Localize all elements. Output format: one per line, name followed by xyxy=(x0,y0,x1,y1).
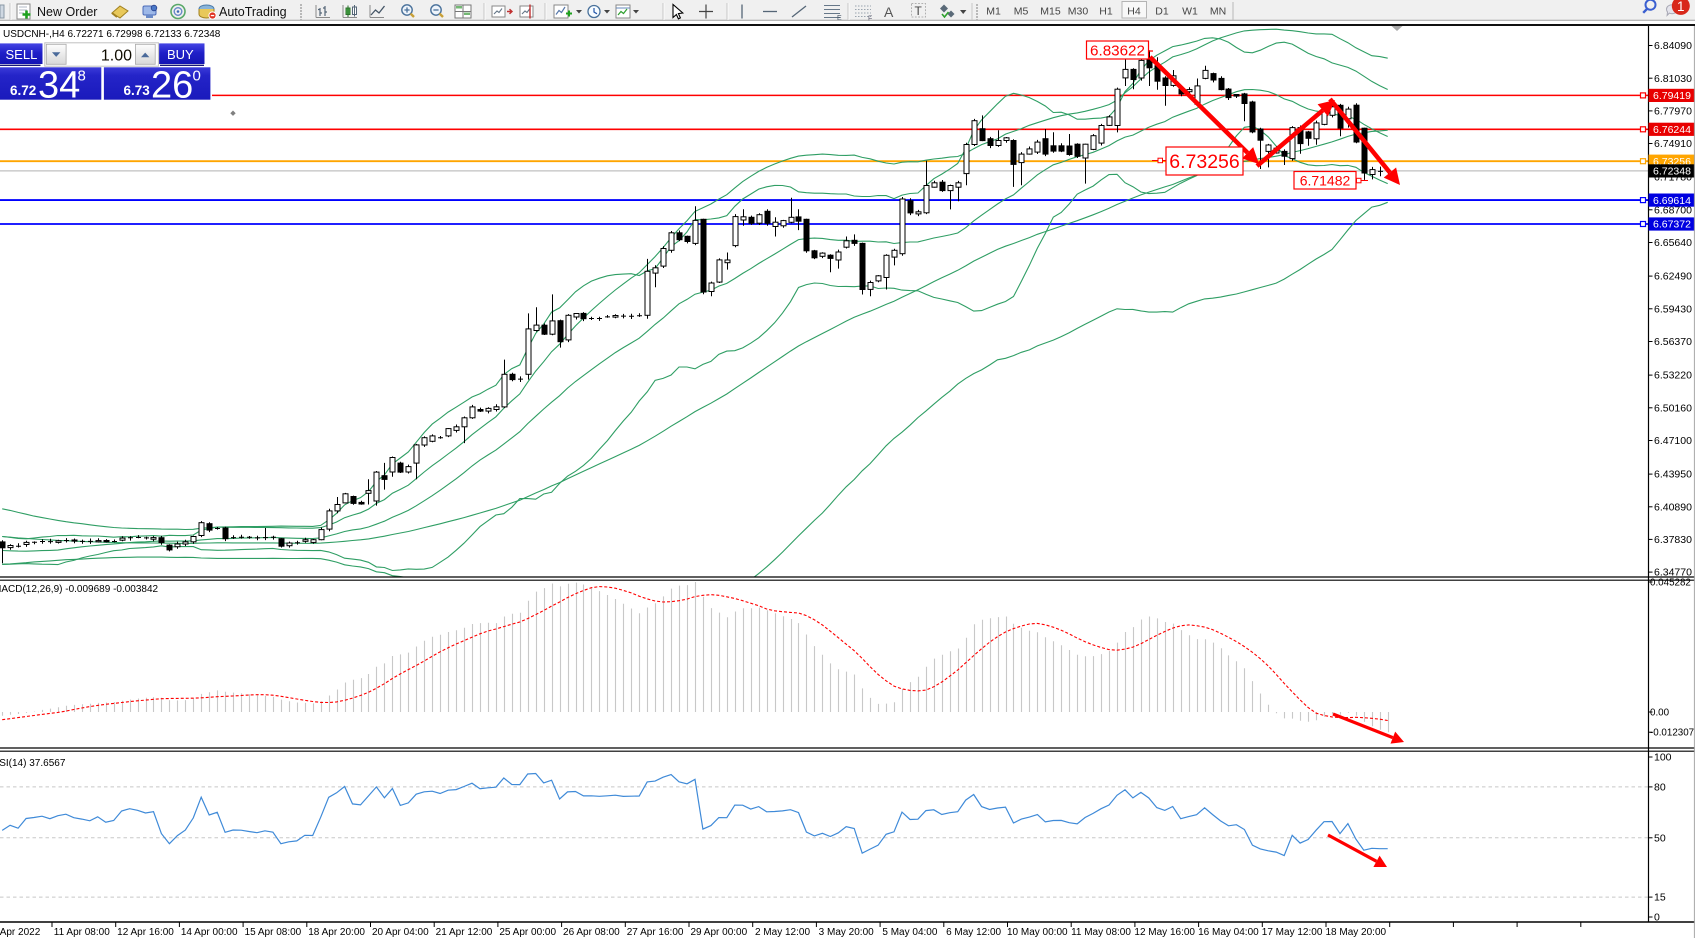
svg-text:80: 80 xyxy=(1654,782,1666,794)
svg-text:6.34770: 6.34770 xyxy=(1654,567,1692,579)
svg-text:M15: M15 xyxy=(1040,6,1061,18)
svg-text:SELL: SELL xyxy=(6,47,38,62)
svg-text:6.84090: 6.84090 xyxy=(1654,40,1692,52)
svg-text:6.47100: 6.47100 xyxy=(1654,435,1692,447)
svg-text:6.50160: 6.50160 xyxy=(1654,402,1692,414)
svg-text:AutoTrading: AutoTrading xyxy=(219,5,287,19)
svg-text:6.79419: 6.79419 xyxy=(1653,90,1691,102)
svg-text:6.67372: 6.67372 xyxy=(1653,219,1691,231)
svg-text:34: 34 xyxy=(38,64,80,106)
svg-text:3 May 20:00: 3 May 20:00 xyxy=(819,927,874,938)
svg-text:1: 1 xyxy=(1677,0,1685,14)
svg-text:F: F xyxy=(868,16,872,23)
svg-text:M1: M1 xyxy=(986,6,1001,18)
svg-text:6.62490: 6.62490 xyxy=(1654,271,1692,283)
svg-text:Apr 2022: Apr 2022 xyxy=(0,927,41,938)
svg-text:D1: D1 xyxy=(1155,6,1169,18)
svg-text:E: E xyxy=(837,15,842,22)
svg-text:29 Apr 00:00: 29 Apr 00:00 xyxy=(690,927,747,938)
svg-text:6.68700: 6.68700 xyxy=(1654,204,1692,216)
svg-text:26: 26 xyxy=(151,64,193,106)
svg-text:26 Apr 08:00: 26 Apr 08:00 xyxy=(563,927,620,938)
svg-text:H1: H1 xyxy=(1099,6,1113,18)
svg-text:6.56370: 6.56370 xyxy=(1654,336,1692,348)
svg-text:27 Apr 16:00: 27 Apr 16:00 xyxy=(627,927,684,938)
svg-text:6.76244: 6.76244 xyxy=(1653,124,1691,136)
svg-text:8: 8 xyxy=(78,68,86,85)
svg-text:6.53220: 6.53220 xyxy=(1654,370,1692,382)
svg-text:17 May 12:00: 17 May 12:00 xyxy=(1262,927,1323,938)
svg-text:-0.012307: -0.012307 xyxy=(1650,728,1694,739)
svg-text:12 Apr 16:00: 12 Apr 16:00 xyxy=(117,927,174,938)
svg-text:25 Apr 00:00: 25 Apr 00:00 xyxy=(499,927,556,938)
svg-text:15 Apr 08:00: 15 Apr 08:00 xyxy=(245,927,302,938)
svg-text:W1: W1 xyxy=(1182,6,1198,18)
svg-text:100: 100 xyxy=(1654,752,1672,764)
svg-text:A: A xyxy=(884,4,894,20)
svg-text:6.37830: 6.37830 xyxy=(1654,534,1692,546)
svg-text:M30: M30 xyxy=(1068,6,1089,18)
svg-text:MACD(12,26,9) -0.009689 -0.003: MACD(12,26,9) -0.009689 -0.003842 xyxy=(0,584,159,595)
svg-text:M5: M5 xyxy=(1014,6,1029,18)
svg-text:11 May 08:00: 11 May 08:00 xyxy=(1071,927,1131,938)
svg-text:6.73: 6.73 xyxy=(124,83,151,98)
svg-text:5 May 04:00: 5 May 04:00 xyxy=(882,927,937,938)
svg-text:BUY: BUY xyxy=(167,47,194,62)
svg-text:1.00: 1.00 xyxy=(101,47,132,64)
svg-text:6.77970: 6.77970 xyxy=(1654,106,1692,118)
svg-text:18 May 20:00: 18 May 20:00 xyxy=(1325,927,1386,938)
svg-text:6.72: 6.72 xyxy=(10,83,36,98)
svg-text:6.73256: 6.73256 xyxy=(1169,151,1240,173)
svg-text:0.00: 0.00 xyxy=(1650,708,1670,719)
svg-text:50: 50 xyxy=(1654,832,1666,844)
svg-text:14 Apr 00:00: 14 Apr 00:00 xyxy=(181,927,238,938)
svg-text:6.83622: 6.83622 xyxy=(1090,42,1145,59)
svg-text:6.69614: 6.69614 xyxy=(1653,195,1691,207)
svg-text:6 May 12:00: 6 May 12:00 xyxy=(946,927,1001,938)
svg-text:T: T xyxy=(915,4,923,18)
svg-text:21 Apr 12:00: 21 Apr 12:00 xyxy=(436,927,493,938)
svg-text:10 May 00:00: 10 May 00:00 xyxy=(1007,927,1068,938)
svg-text:H4: H4 xyxy=(1127,6,1141,18)
svg-text:USDCNH-,H4 6.72271 6.72998 6.: USDCNH-,H4 6.72271 6.72998 6.72133 6.723… xyxy=(3,29,221,40)
svg-text:6.59430: 6.59430 xyxy=(1654,303,1692,315)
svg-text:6.43950: 6.43950 xyxy=(1654,469,1692,481)
svg-text:6.65640: 6.65640 xyxy=(1654,237,1692,249)
svg-text:6.71482: 6.71482 xyxy=(1300,172,1351,188)
svg-text:6.74910: 6.74910 xyxy=(1654,138,1692,150)
svg-text:6.40890: 6.40890 xyxy=(1654,501,1692,513)
svg-text:2 May 12:00: 2 May 12:00 xyxy=(755,927,810,938)
svg-text:11 Apr 08:00: 11 Apr 08:00 xyxy=(54,927,110,938)
svg-text:12 May 16:00: 12 May 16:00 xyxy=(1134,927,1195,938)
svg-text:0.045282: 0.045282 xyxy=(1650,578,1691,589)
svg-text:MN: MN xyxy=(1210,6,1226,18)
svg-text:New Order: New Order xyxy=(37,5,97,19)
svg-text:0: 0 xyxy=(193,68,201,85)
svg-text:0: 0 xyxy=(1654,912,1660,924)
svg-text:6.81030: 6.81030 xyxy=(1654,73,1692,85)
svg-text:15: 15 xyxy=(1654,892,1666,904)
svg-text:16 May 04:00: 16 May 04:00 xyxy=(1198,927,1259,938)
svg-text:20 Apr 04:00: 20 Apr 04:00 xyxy=(372,927,429,938)
svg-text:6.72348: 6.72348 xyxy=(1653,166,1691,178)
svg-text:18 Apr 20:00: 18 Apr 20:00 xyxy=(308,927,365,938)
svg-text:RSI(14) 37.6567: RSI(14) 37.6567 xyxy=(0,758,66,769)
